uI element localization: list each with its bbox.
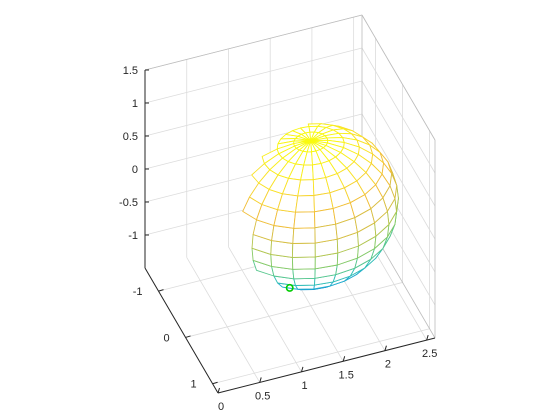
y-tick-labels: -1 0 1 xyxy=(133,286,218,391)
box-edge xyxy=(361,14,436,141)
z-tick-label: 0.5 xyxy=(123,131,138,143)
box-edge xyxy=(144,14,363,71)
x-tick-mark xyxy=(384,345,387,351)
y-tick-label: -1 xyxy=(133,286,143,298)
x-tick-label: 0 xyxy=(218,401,224,413)
mesh-face xyxy=(295,195,315,213)
x-tick-mark xyxy=(300,366,304,372)
z-tick-label: -1 xyxy=(128,230,138,242)
z-gridline xyxy=(361,47,436,174)
sphere-mesh xyxy=(242,123,399,291)
y-tick-mark xyxy=(158,289,164,292)
z-tick-label: -0.5 xyxy=(119,197,138,209)
data-marker xyxy=(285,283,294,292)
x-axis-line xyxy=(217,337,436,394)
y-gridline xyxy=(185,282,403,338)
mesh-face xyxy=(292,268,316,280)
z-gridline xyxy=(361,113,436,240)
y-tick-label: 0 xyxy=(163,332,169,344)
x-tick-mark xyxy=(259,377,262,383)
z-tick-label: 1 xyxy=(132,98,138,110)
mesh-face xyxy=(297,179,315,197)
z-gridline xyxy=(144,47,363,104)
y-axis-line xyxy=(144,267,219,394)
mesh-face xyxy=(293,277,316,286)
mesh-face xyxy=(292,227,316,244)
z-gridline xyxy=(144,113,363,170)
x-gridline xyxy=(186,257,261,383)
x-tick-label: 2 xyxy=(385,359,391,371)
z-tick-labels: -1 -0.5 0 0.5 1 1.5 xyxy=(119,65,149,242)
mesh-face xyxy=(291,256,316,270)
x-tick-label: 1 xyxy=(301,380,307,392)
mesh-face xyxy=(273,209,296,229)
x-tick-label: 2.5 xyxy=(422,348,437,360)
z-gridline xyxy=(361,80,436,207)
x-tick-mark xyxy=(342,356,346,362)
y-tick-mark xyxy=(212,381,218,385)
y-tick-mark xyxy=(185,335,191,338)
x-tick-mark xyxy=(217,387,220,394)
x-tick-label: 0.5 xyxy=(255,390,270,402)
y-tick-label: 1 xyxy=(190,379,196,391)
z-gridline xyxy=(144,80,363,137)
z-tick-label: 1.5 xyxy=(123,65,138,77)
mesh-face xyxy=(293,211,316,229)
y-gridline xyxy=(212,328,430,385)
x-tick-labels: 0 0.5 1 1.5 2 2.5 xyxy=(217,334,437,413)
x-tick-mark xyxy=(426,334,429,341)
mesh-face xyxy=(291,242,316,258)
marker-layer xyxy=(285,283,294,292)
x-gridline xyxy=(228,246,302,373)
mesh-face xyxy=(370,197,388,224)
x-tick-label: 1.5 xyxy=(339,369,354,381)
z-tick-label: 0 xyxy=(132,164,138,176)
